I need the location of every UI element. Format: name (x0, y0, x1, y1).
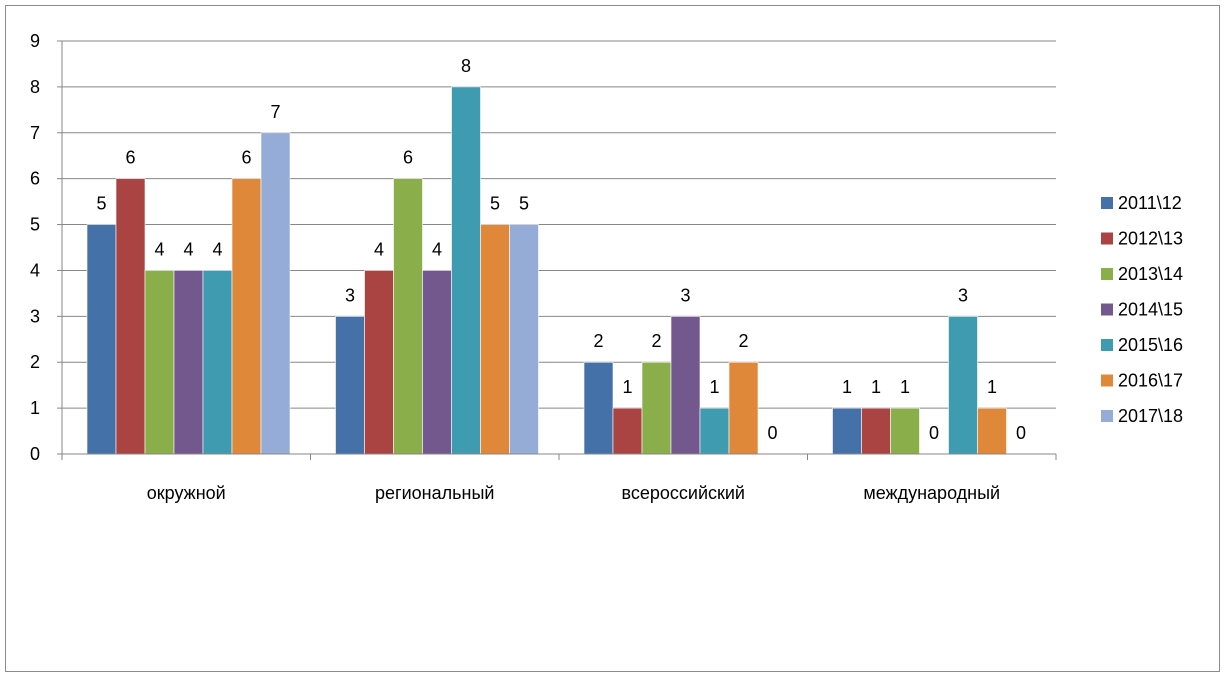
data-label: 4 (432, 239, 442, 259)
data-label: 1 (987, 377, 997, 397)
data-label: 4 (183, 239, 193, 259)
bar (509, 224, 539, 455)
bar (393, 178, 423, 455)
data-label: 8 (461, 56, 471, 76)
bar (728, 361, 759, 455)
legend-swatch (1101, 374, 1113, 387)
data-label: 2 (738, 331, 748, 351)
bar (612, 407, 643, 455)
bar (364, 270, 394, 455)
y-tick-label: 9 (30, 31, 40, 51)
bar (260, 132, 291, 455)
legend-label: 2014\15 (1118, 300, 1183, 320)
y-tick-label: 4 (30, 260, 40, 280)
bar (861, 407, 891, 455)
bar (948, 316, 978, 455)
data-label: 4 (154, 239, 164, 259)
data-label: 1 (709, 377, 719, 397)
bars (86, 86, 1007, 455)
legend-label: 2012\13 (1118, 229, 1183, 249)
bar (144, 270, 175, 455)
data-label: 2 (593, 331, 603, 351)
data-label: 4 (374, 239, 384, 259)
y-tick-label: 0 (30, 444, 40, 464)
x-category-label: окружной (147, 483, 226, 503)
legend-label: 2011\12 (1118, 193, 1182, 213)
data-label: 5 (490, 194, 500, 214)
data-label: 6 (125, 148, 135, 168)
data-label: 6 (241, 148, 251, 168)
y-tick-label: 6 (30, 169, 40, 189)
legend-label: 2015\16 (1118, 335, 1183, 355)
legend-swatch (1101, 197, 1113, 209)
data-label: 7 (270, 102, 280, 122)
x-category-label: всероссийский (622, 483, 746, 503)
data-label: 3 (345, 285, 355, 305)
bar (641, 361, 672, 455)
bar (173, 270, 204, 455)
data-label: 1 (622, 377, 632, 397)
data-label: 1 (900, 377, 910, 397)
bar (583, 361, 614, 455)
legend-swatch (1101, 339, 1113, 351)
bar (977, 407, 1007, 455)
data-label: 0 (767, 423, 777, 443)
data-label: 5 (519, 194, 529, 214)
data-label: 1 (871, 377, 881, 397)
legend-label: 2016\17 (1118, 371, 1183, 391)
bar (670, 316, 701, 455)
y-tick-label: 1 (30, 398, 40, 418)
y-tick-label: 7 (30, 123, 40, 143)
bar (890, 407, 920, 455)
legend-swatch (1101, 303, 1113, 316)
bar (115, 178, 146, 455)
bar (422, 270, 452, 455)
data-label: 2 (651, 331, 661, 351)
bar (699, 407, 730, 455)
legend-swatch (1101, 268, 1113, 280)
legend-swatch (1101, 410, 1113, 422)
y-tick-label: 8 (30, 77, 40, 97)
data-label: 1 (842, 377, 852, 397)
axes: 0 1 2 3 4 5 6 7 8 9 окружной региональный всероссийс… (30, 31, 1057, 503)
bar (335, 316, 365, 455)
data-label: 5 (96, 194, 106, 214)
bar (832, 407, 862, 455)
y-tick-label: 3 (30, 306, 40, 326)
bar (451, 86, 481, 455)
legend-label: 2017\18 (1118, 406, 1183, 426)
data-label: 4 (212, 239, 222, 259)
data-label: 6 (403, 148, 413, 168)
bar (86, 224, 117, 455)
data-label: 0 (1016, 423, 1026, 443)
data-label: 3 (958, 285, 968, 305)
bar (480, 224, 510, 455)
legend: 2011\12 2012\13 2013\14 2014\15 2015\16 2016\… (1101, 193, 1183, 426)
y-tick-label: 5 (30, 215, 40, 235)
bar (202, 270, 233, 455)
data-label: 3 (680, 285, 690, 305)
y-tick-label: 2 (30, 352, 40, 372)
x-category-label: международный (863, 483, 1000, 503)
data-label: 0 (929, 423, 939, 443)
legend-swatch (1101, 232, 1113, 245)
bar (231, 178, 262, 455)
legend-label: 2013\14 (1118, 264, 1183, 284)
x-category-label: региональный (375, 483, 494, 503)
